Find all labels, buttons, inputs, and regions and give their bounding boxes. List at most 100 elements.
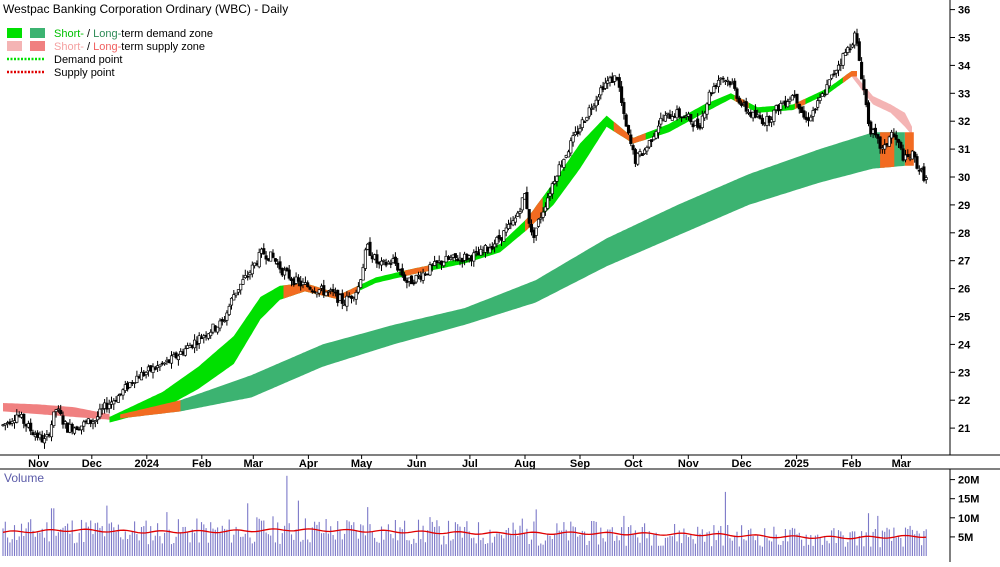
candle-body: [707, 91, 711, 105]
overlap-zone-segment: [842, 71, 857, 83]
candle-body: [3, 423, 7, 426]
candle-body: [98, 408, 102, 418]
candle-body: [22, 413, 26, 424]
candle-body: [414, 274, 418, 283]
candle-body: [629, 134, 633, 144]
candle-body: [862, 79, 866, 91]
candle-body: [322, 285, 326, 296]
price-tick-label: 26: [958, 284, 970, 296]
candle-body: [620, 86, 624, 103]
candle-body: [54, 409, 58, 412]
candle-body: [285, 267, 289, 272]
volume-tick-label: 15M: [958, 494, 979, 506]
candle-body: [624, 114, 628, 127]
candle-body: [442, 261, 446, 267]
candle-body: [416, 274, 421, 277]
candle-body: [49, 424, 54, 438]
legend-short-text: Short-: [54, 28, 84, 40]
candle-body: [903, 154, 908, 161]
candle-body: [887, 136, 891, 147]
candle-body: [345, 295, 349, 307]
candle-body: [202, 335, 206, 339]
supply-zone-short-swatch: [7, 41, 22, 51]
candle-body: [744, 101, 748, 112]
x-tick-label: Mar: [892, 458, 912, 470]
candle-body: [712, 86, 716, 93]
candle-body: [740, 103, 744, 106]
candle-body: [726, 79, 730, 82]
candle-body: [324, 291, 328, 297]
candle-body: [75, 426, 79, 431]
candle-body: [640, 153, 644, 156]
candle-body: [594, 99, 598, 107]
supply-point-label: Supply point: [54, 67, 115, 79]
price-tick-label: 36: [958, 5, 970, 17]
price-ticks: 36 35 34 33 32 31 30 29 28 27 26 25 24 23 22 21: [950, 5, 971, 435]
candle-body: [580, 119, 584, 128]
candle-body: [760, 117, 764, 124]
candle-body: [229, 297, 234, 306]
x-tick-label: Dec: [732, 458, 752, 470]
candle-body: [163, 362, 167, 365]
candle-body: [116, 395, 120, 403]
x-tick-label: Jul: [462, 458, 478, 470]
candle-body: [548, 193, 552, 197]
legend-rest-text: term supply zone: [121, 41, 205, 53]
candle-body: [199, 337, 204, 340]
candle-body: [243, 275, 247, 278]
price-tick-label: 33: [958, 88, 970, 100]
candle-body: [225, 312, 229, 321]
candle-body: [790, 95, 794, 101]
candle-body: [670, 116, 674, 121]
x-axis-labels: Nov Dec 2024 Feb Mar Apr May Jun Jul Aug Sep Oct Nov…: [28, 455, 912, 470]
candle-body: [705, 103, 709, 115]
candle-body: [703, 112, 707, 119]
candle-body: [82, 421, 86, 427]
candle-body: [924, 177, 928, 180]
candle-body: [158, 364, 162, 368]
candle-body: [917, 169, 921, 172]
candle-body: [61, 415, 65, 425]
candle-body: [696, 118, 700, 128]
supply-zone-label: Short- / Long-term supply zone: [54, 41, 205, 53]
candle-body: [876, 134, 880, 139]
candle-body: [359, 279, 363, 288]
candle-body: [506, 224, 511, 229]
candle-body: [733, 80, 737, 89]
candle-body: [786, 101, 790, 108]
candle-body: [663, 114, 667, 122]
candle-body: [283, 269, 287, 276]
candle-body: [836, 64, 841, 71]
candle-body: [349, 295, 354, 299]
x-tick-label: 2024: [135, 458, 160, 470]
price-tick-label: 21: [958, 423, 970, 435]
candle-body: [590, 108, 594, 110]
x-tick-label: Mar: [244, 458, 264, 470]
candle-body: [153, 367, 157, 370]
candle-body: [368, 241, 372, 256]
candle-body: [218, 320, 222, 329]
candle-body: [788, 98, 792, 102]
overlap-zone-segment: [613, 121, 646, 144]
candle-body: [112, 400, 116, 405]
candle-body: [599, 87, 603, 96]
price-tick-label: 24: [958, 339, 971, 351]
candle-body: [174, 352, 178, 359]
candle-body: [271, 252, 275, 258]
candle-body: [317, 289, 321, 294]
candle-body: [860, 61, 864, 80]
x-tick-label: Dec: [82, 458, 102, 470]
candle-body: [816, 100, 820, 108]
x-tick-label: Nov: [28, 458, 50, 470]
candle-body: [553, 180, 557, 185]
candle-body: [518, 211, 522, 214]
candle-body: [183, 348, 187, 356]
candle-body: [100, 408, 104, 411]
price-tick-label: 27: [958, 256, 970, 268]
candle-body: [250, 264, 254, 275]
price-tick-label: 23: [958, 367, 970, 379]
candle-body: [42, 438, 47, 444]
candle-body: [176, 355, 180, 361]
candle-body: [779, 103, 783, 110]
